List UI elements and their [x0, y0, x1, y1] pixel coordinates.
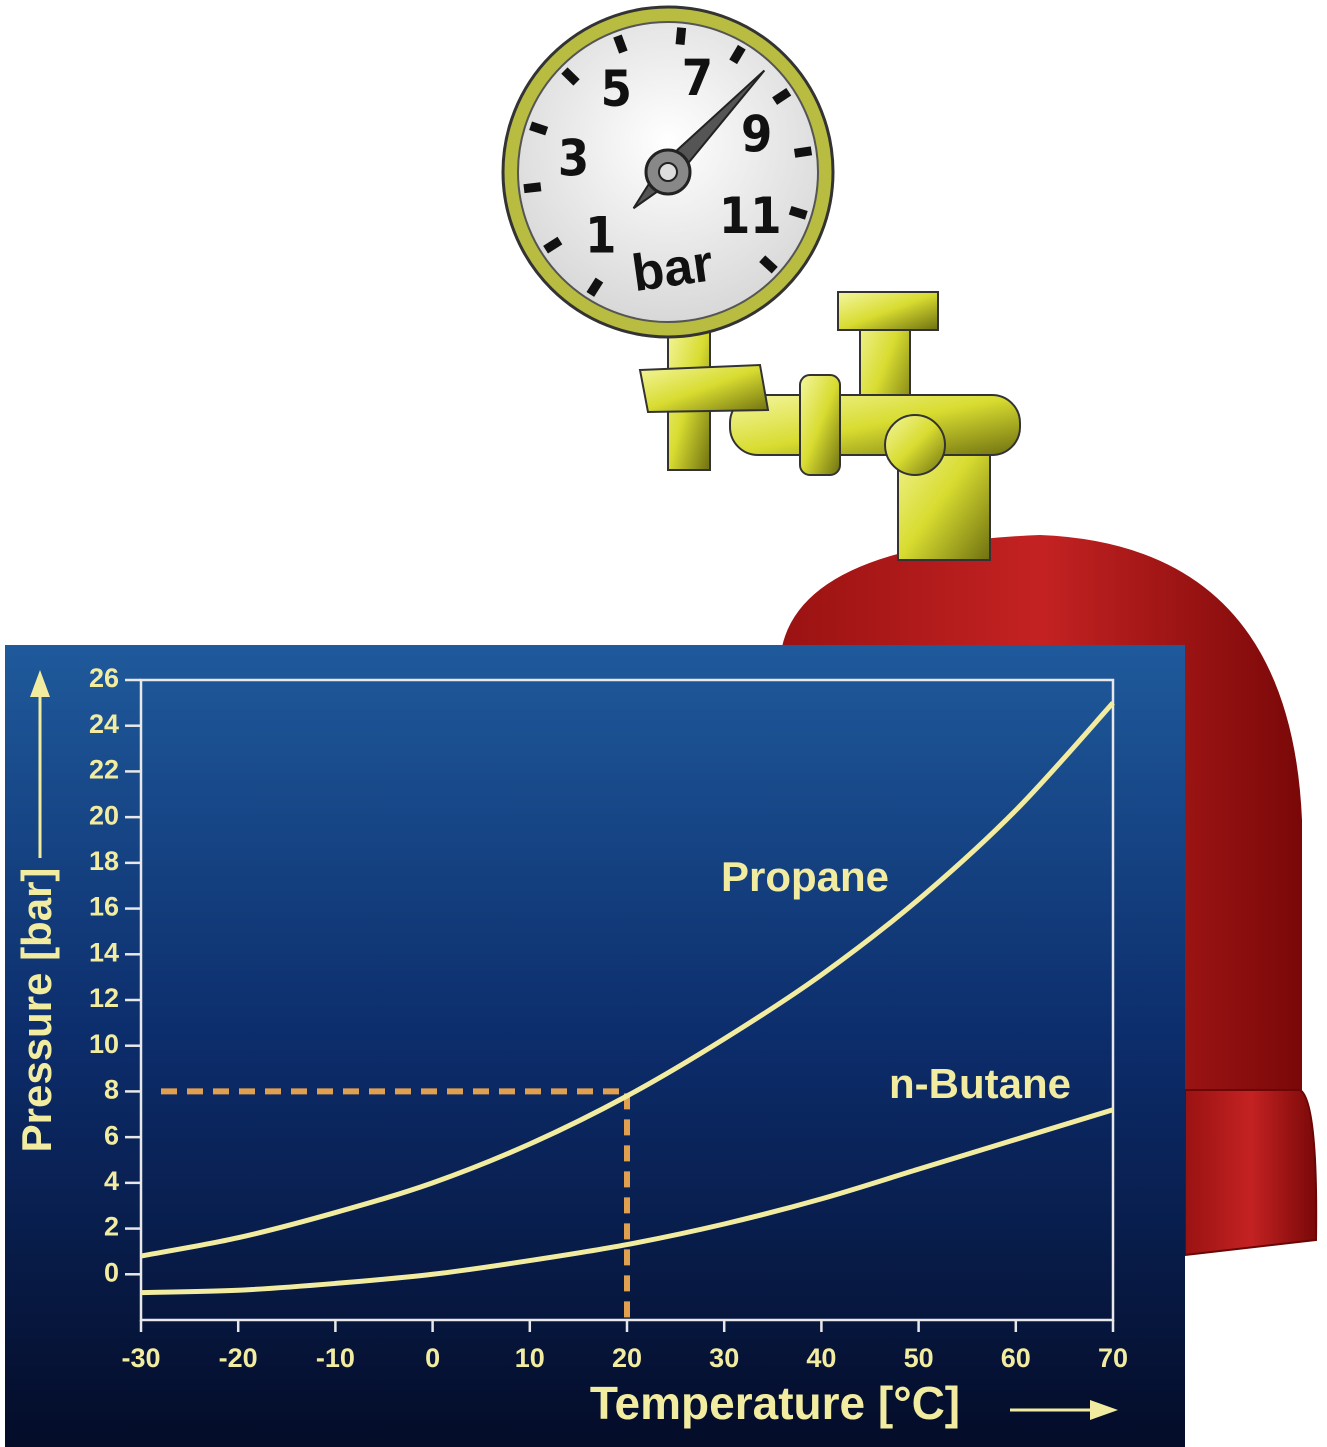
x-tick-label: 40 [806, 1343, 836, 1373]
gauge-label: 9 [741, 105, 772, 163]
y-tick-label: 10 [89, 1029, 119, 1059]
valve [638, 291, 1021, 561]
series-line [140, 701, 1115, 1259]
series-label: n-Butane [889, 1060, 1071, 1107]
arrow-head [1090, 1400, 1118, 1420]
y-axis-label: Pressure [bar] [13, 868, 60, 1153]
gauge-tick [543, 236, 563, 254]
y-tick-label: 4 [104, 1166, 119, 1196]
y-tick-label: 24 [89, 709, 119, 739]
y-tick-label: 12 [89, 983, 119, 1013]
gauge-tick [586, 277, 604, 297]
x-tick-label: 50 [904, 1343, 934, 1373]
gauge-tick [523, 182, 542, 194]
gauge-label: 11 [719, 187, 782, 245]
y-axis-title: Pressure [bar] [13, 670, 60, 1152]
y-tick-label: 6 [104, 1120, 119, 1150]
gauge-label: 5 [601, 60, 632, 118]
y-tick-label: 2 [104, 1212, 119, 1242]
series-line [140, 1107, 1114, 1296]
gauge-label: 7 [682, 49, 713, 107]
gauge-tick [788, 205, 808, 220]
gauge-tick [613, 34, 628, 54]
x-axis-label: Temperature [°C] [590, 1377, 960, 1429]
y-tick-label: 0 [104, 1257, 119, 1287]
x-tick-label: 20 [612, 1343, 642, 1373]
y-tick-label: 14 [89, 937, 119, 967]
y-tick-label: 26 [89, 663, 119, 693]
gauge-unit: bar [628, 234, 716, 303]
gauge-label: 1 [585, 207, 616, 265]
x-tick-label: -10 [316, 1343, 355, 1373]
y-tick-label: 20 [89, 800, 119, 830]
x-tick-label: 60 [1001, 1343, 1031, 1373]
x-tick-label: 0 [425, 1343, 440, 1373]
gauge-tick [793, 146, 813, 158]
gauge-tick [772, 87, 792, 105]
chart-panel [5, 645, 1185, 1447]
gauge-hub-center [658, 162, 678, 182]
gauge-label: 3 [558, 130, 589, 188]
arrow-head [30, 670, 50, 697]
x-tick-label: 30 [709, 1343, 739, 1373]
x-tick-label: -30 [121, 1343, 160, 1373]
x-tick-label: 10 [515, 1343, 545, 1373]
gauge-tick [675, 27, 687, 45]
series-label: Propane [721, 853, 889, 900]
y-tick-label: 16 [89, 892, 119, 922]
cylinder-band [1184, 1089, 1318, 1257]
gauge-tick [759, 255, 778, 274]
y-tick-label: 18 [89, 846, 119, 876]
gauge-tick [529, 121, 549, 136]
gauge-tick [729, 44, 746, 65]
x-tick-label: 70 [1098, 1343, 1128, 1373]
x-tick-label: -20 [219, 1343, 258, 1373]
y-tick-label: 8 [104, 1075, 119, 1105]
gauge-tick [561, 67, 580, 86]
y-tick-label: 22 [89, 755, 119, 785]
